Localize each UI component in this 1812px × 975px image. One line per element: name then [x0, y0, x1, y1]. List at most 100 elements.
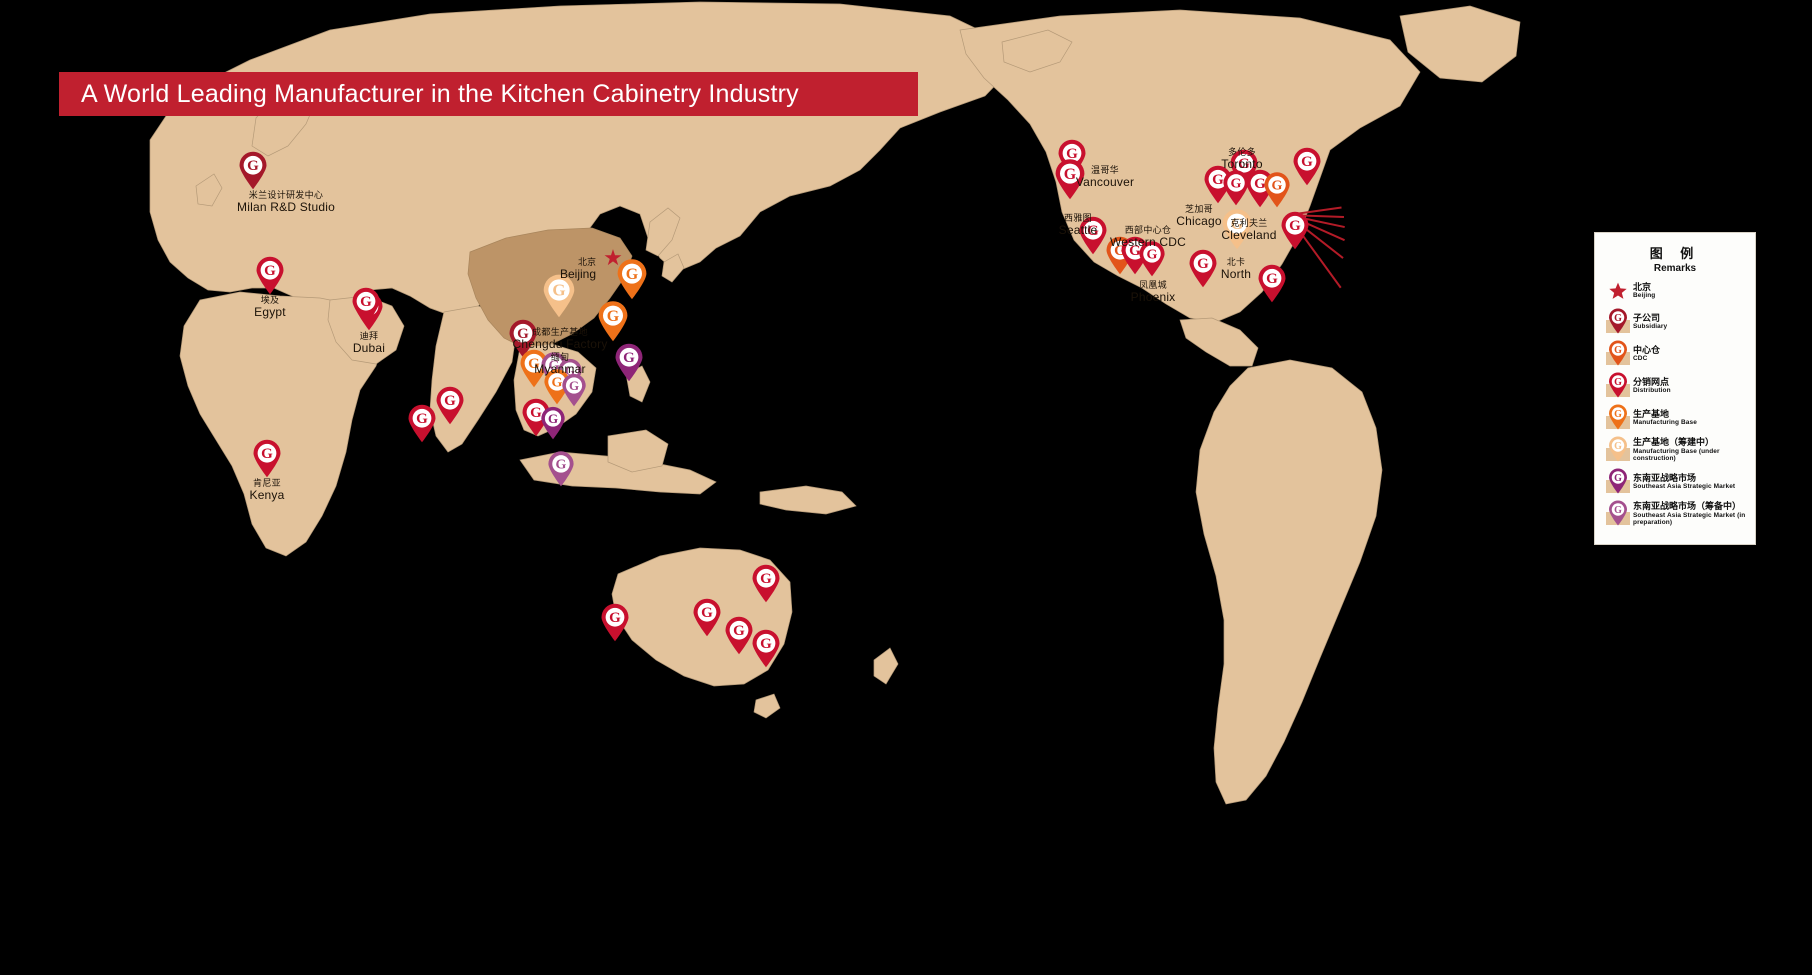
pin-kenya[interactable]: G: [252, 439, 282, 478]
svg-text:G: G: [1614, 377, 1622, 388]
legend-item-cn-5: 生产基地（筹建中）: [1633, 437, 1715, 448]
legend-item-label-3: 分销网点 Distribution: [1633, 377, 1747, 395]
svg-text:G: G: [1289, 218, 1301, 234]
map-pin-icon: G: [1603, 308, 1633, 336]
svg-text:G: G: [444, 393, 456, 409]
legend-item-label-5: 生产基地（筹建中） Manufacturing Base (under const…: [1633, 437, 1747, 462]
pin-adelaide[interactable]: G: [692, 598, 722, 637]
pin-myanmar[interactable]: G: [508, 319, 538, 358]
title-banner: A World Leading Manufacturer in the Kitc…: [59, 72, 918, 116]
legend-item-cn-0: 北京: [1633, 281, 1652, 292]
legend-item-cn-2: 中心仓: [1633, 344, 1661, 355]
svg-text:G: G: [626, 266, 638, 283]
pin-indonesia[interactable]: G: [547, 451, 575, 487]
legend-item-0: 北京 Beijing: [1603, 278, 1747, 304]
pin-philippines[interactable]: G: [614, 343, 644, 382]
svg-text:G: G: [1272, 178, 1283, 193]
pin-california[interactable]: G: [1078, 216, 1108, 255]
beijing-star-icon: ★: [603, 245, 623, 270]
pin-thailand-mfg[interactable]: G: [519, 349, 549, 388]
legend-item-en-3: Distribution: [1633, 387, 1671, 395]
pin-india-west[interactable]: G: [407, 404, 437, 443]
svg-text:G: G: [1301, 154, 1313, 170]
svg-text:G: G: [569, 378, 579, 393]
pin-north-carolina[interactable]: G: [1221, 208, 1253, 250]
pin-chicago-2[interactable]: G: [1222, 170, 1250, 206]
landmass-north-america: [959, 9, 1421, 323]
pin-newyork[interactable]: G: [1292, 147, 1322, 186]
landmass-nz: [873, 647, 899, 685]
pin-texas[interactable]: G: [1188, 249, 1218, 288]
pin-toronto[interactable]: G: [1229, 149, 1259, 188]
svg-text:G: G: [517, 326, 529, 342]
landmass-png: [759, 485, 857, 515]
pin-chicago[interactable]: G: [1203, 165, 1233, 204]
pin-east-coast[interactable]: G: [1280, 211, 1310, 250]
svg-text:G: G: [1064, 166, 1076, 183]
landmass-alaska: [1001, 29, 1073, 73]
legend-item-cn-7: 东南亚战略市场（筹备中）: [1633, 501, 1742, 512]
star-icon: [1603, 281, 1633, 301]
svg-text:G: G: [760, 571, 772, 587]
svg-text:G: G: [565, 363, 575, 378]
legend-item-en-0: Beijing: [1633, 292, 1656, 300]
svg-text:G: G: [1614, 505, 1622, 516]
pin-cambodia-mfg[interactable]: G: [543, 369, 571, 405]
pin-shanghai-mfg[interactable]: G: [597, 300, 629, 342]
legend-item-4: G 生产基地 Manufacturing Base: [1603, 404, 1747, 432]
map-pin-icon: G: [1603, 372, 1633, 400]
page-title: A World Leading Manufacturer in the Kitc…: [81, 79, 799, 108]
legend-item-en-4: Manufacturing Base: [1633, 419, 1697, 427]
legend-item-2: G 中心仓 CDC: [1603, 340, 1747, 368]
pin-seattle[interactable]: G: [1054, 158, 1086, 200]
pin-canberra[interactable]: G: [751, 629, 781, 668]
pin-malaysia[interactable]: G: [521, 398, 551, 437]
landmass-south-america: [1195, 359, 1383, 805]
svg-text:G: G: [1614, 345, 1622, 356]
landmass-japan-2: [661, 253, 685, 283]
svg-text:G: G: [247, 158, 259, 174]
legend-item-label-6: 东南亚战略市场 Southeast Asia Strategic Market: [1633, 472, 1747, 491]
svg-text:G: G: [1129, 243, 1141, 259]
legend-item-5: G 生产基地（筹建中） Manufacturing Base (under cons…: [1603, 436, 1747, 464]
svg-text:G: G: [1238, 156, 1250, 172]
svg-text:G: G: [1147, 247, 1158, 262]
svg-text:G: G: [1254, 176, 1266, 192]
legend-item-cn-6: 东南亚战略市场: [1633, 472, 1697, 483]
pin-chengdu[interactable]: G: [542, 274, 576, 318]
pin-sydney[interactable]: G: [751, 564, 781, 603]
pin-perth[interactable]: G: [600, 603, 630, 642]
svg-text:G: G: [360, 294, 372, 310]
map-pin-icon: G: [1603, 436, 1633, 464]
pin-phoenix-2[interactable]: G: [1138, 241, 1166, 277]
pin-vietnam-s[interactable]: G: [561, 373, 587, 407]
svg-text:G: G: [552, 375, 563, 390]
pin-egypt[interactable]: G: [255, 256, 285, 295]
pin-melbourne[interactable]: G: [724, 616, 754, 655]
svg-text:G: G: [1197, 256, 1209, 272]
pin-india-south[interactable]: G: [435, 386, 465, 425]
svg-text:G: G: [416, 411, 428, 427]
svg-text:G: G: [1231, 176, 1242, 191]
svg-text:G: G: [264, 263, 276, 279]
pin-beijing-mfg[interactable]: G: [616, 258, 648, 300]
pin-vancouver[interactable]: G: [1057, 139, 1087, 178]
legend-item-cn-4: 生产基地: [1633, 408, 1670, 419]
legend-item-6: G 东南亚战略市场 Southeast Asia Strategic Market: [1603, 468, 1747, 496]
legend-title-en: Remarks: [1653, 263, 1697, 274]
pin-milan[interactable]: G: [238, 151, 268, 190]
pin-cleveland-2[interactable]: G: [1263, 172, 1291, 208]
svg-text:G: G: [1087, 223, 1099, 239]
svg-text:G: G: [1231, 216, 1243, 233]
legend-item-3: G 分销网点 Distribution: [1603, 372, 1747, 400]
map-pin-icon: G: [1603, 500, 1633, 528]
legend-title-cn: 图 例: [1649, 246, 1701, 261]
legend-item-label-4: 生产基地 Manufacturing Base: [1633, 408, 1747, 427]
svg-text:G: G: [1066, 146, 1078, 162]
pin-malaysia-2[interactable]: G: [540, 406, 566, 440]
pin-florida[interactable]: G: [1257, 264, 1287, 303]
svg-text:G: G: [552, 280, 565, 299]
pin-india[interactable]: G: [351, 287, 381, 326]
svg-text:G: G: [548, 411, 558, 426]
